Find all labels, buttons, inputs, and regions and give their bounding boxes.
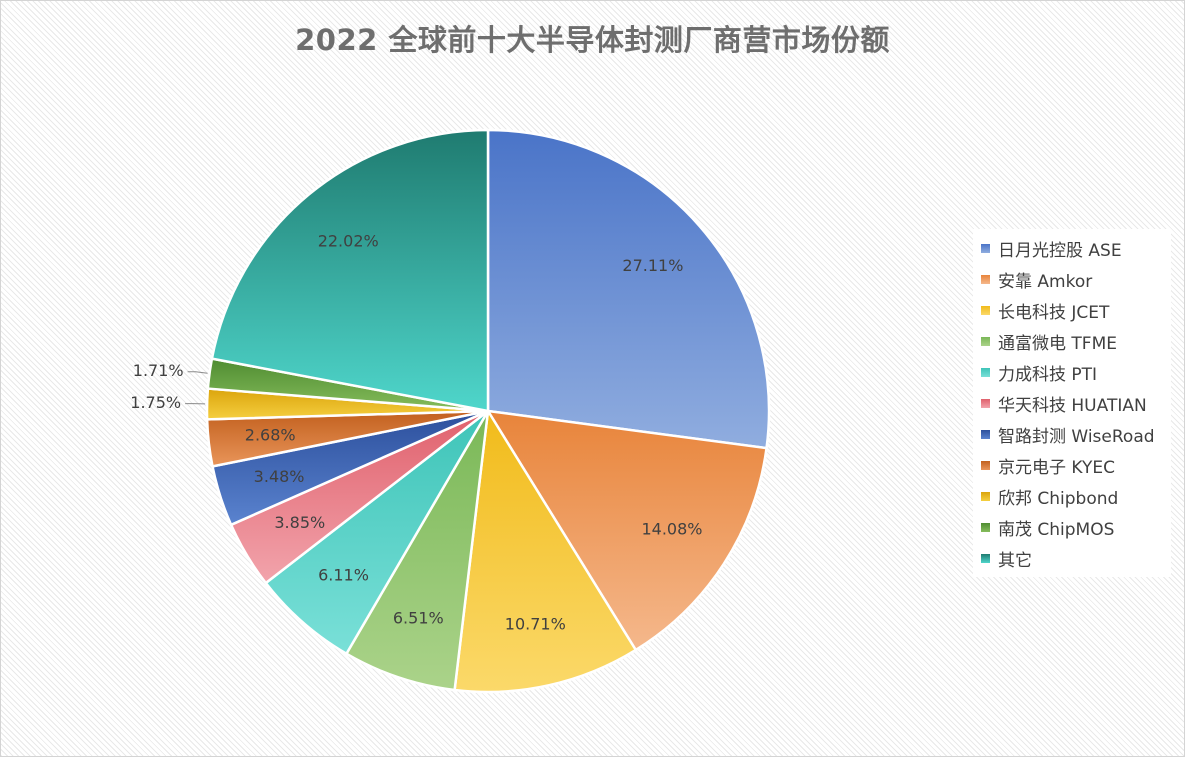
legend-item-chipbond: 欣邦 Chipbond — [981, 481, 1171, 512]
legend-swatch — [981, 430, 990, 439]
legend-item-: 其它 — [981, 543, 1171, 574]
data-label-chipmos: 1.71% — [133, 361, 184, 380]
data-label-kyec: 2.68% — [245, 426, 296, 445]
legend-label: 长电科技 JCET — [998, 303, 1110, 323]
pie-slice-ase — [486, 128, 771, 450]
legend-label: 日月光控股 ASE — [998, 241, 1122, 261]
data-label-jcet: 10.71% — [505, 615, 566, 634]
leader-line-chipmos — [187, 371, 208, 374]
legend-label: 京元电子 KYEC — [998, 458, 1115, 478]
legend-swatch — [981, 337, 990, 346]
legend-item-wiseroad: 智路封测 WiseRoad — [981, 419, 1171, 450]
legend-item-kyec: 京元电子 KYEC — [981, 450, 1171, 481]
pie-slice-amkor — [486, 409, 768, 652]
legend-swatch — [981, 461, 990, 470]
legend-swatch — [981, 244, 990, 253]
legend-label: 智路封测 WiseRoad — [998, 427, 1155, 447]
data-label-wiseroad: 3.48% — [254, 467, 305, 486]
data-label-tfme: 6.51% — [393, 608, 444, 627]
legend-swatch — [981, 523, 990, 532]
data-label-: 22.02% — [318, 232, 379, 251]
legend-item-ase: 日月光控股 ASE — [981, 233, 1171, 264]
pie-slice- — [210, 128, 490, 413]
legend-item-tfme: 通富微电 TFME — [981, 326, 1171, 357]
legend-item-pti: 力成科技 PTI — [981, 357, 1171, 388]
legend-label: 安靠 Amkor — [998, 272, 1093, 292]
chart-title: 2022 全球前十大半导体封测厂商营市场份额 — [295, 23, 890, 57]
data-label-pti: 6.11% — [318, 565, 369, 584]
data-label-ase: 27.11% — [622, 256, 683, 275]
legend-item-amkor: 安靠 Amkor — [981, 264, 1171, 295]
legend-label: 力成科技 PTI — [998, 365, 1098, 385]
legend-label: 其它 — [998, 551, 1032, 571]
legend-label: 华天科技 HUATIAN — [998, 396, 1147, 416]
chart-legend: 日月光控股 ASE 安靠 Amkor 长电科技 JCET 通富微电 TFME 力成科技 … — [973, 229, 1171, 577]
pie-slice-tfme — [345, 409, 490, 692]
data-label-huatian: 3.85% — [274, 513, 325, 532]
legend-swatch — [981, 554, 990, 563]
data-label-amkor: 14.08% — [641, 520, 702, 539]
legend-item-chipmos: 南茂 ChipMOS — [981, 512, 1171, 543]
legend-label: 南茂 ChipMOS — [998, 520, 1115, 540]
legend-item-jcet: 长电科技 JCET — [981, 295, 1171, 326]
legend-swatch — [981, 275, 990, 284]
legend-swatch — [981, 492, 990, 501]
legend-label: 通富微电 TFME — [998, 334, 1117, 354]
legend-swatch — [981, 368, 990, 377]
legend-label: 欣邦 Chipbond — [998, 489, 1119, 509]
legend-item-huatian: 华天科技 HUATIAN — [981, 388, 1171, 419]
data-label-chipbond: 1.75% — [130, 393, 181, 412]
legend-swatch — [981, 306, 990, 315]
pie-slice-jcet — [453, 409, 638, 694]
legend-swatch — [981, 399, 990, 408]
